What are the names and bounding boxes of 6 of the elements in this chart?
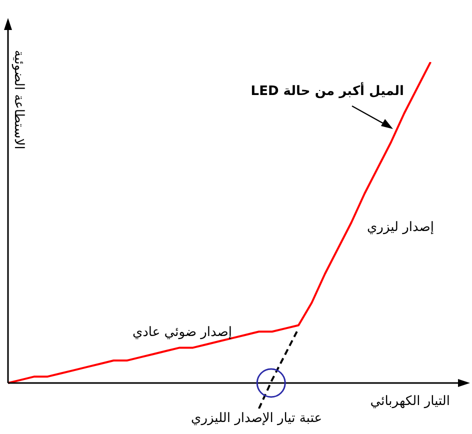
annotation: الميل أكبر من حالة LED [250,84,404,99]
text: عتبة تيار الإصدار الليزري [191,411,322,426]
annotation: إصدار ليزري [366,220,434,235]
annotation: إصدار ضوئي عادي [132,325,232,340]
x-axis-title: التيار الكهربائي [370,394,450,409]
y-axis-title: الاستطاعة الضوئية [11,50,26,150]
